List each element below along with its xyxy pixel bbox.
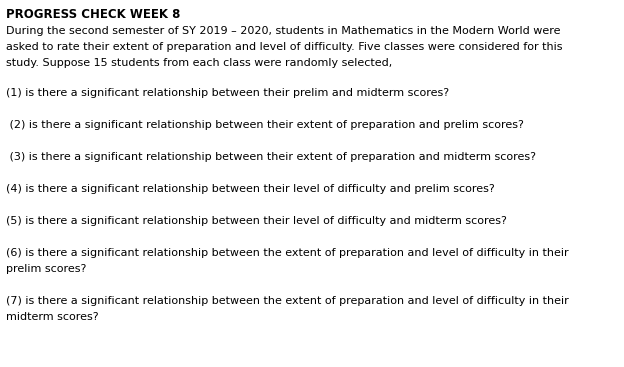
Text: (6) is there a significant relationship between the extent of preparation and le: (6) is there a significant relationship … [6, 248, 568, 258]
Text: During the second semester of SY 2019 – 2020, students in Mathematics in the Mod: During the second semester of SY 2019 – … [6, 26, 560, 36]
Text: (2) is there a significant relationship between their extent of preparation and : (2) is there a significant relationship … [6, 120, 524, 130]
Text: PROGRESS CHECK WEEK 8: PROGRESS CHECK WEEK 8 [6, 8, 180, 21]
Text: midterm scores?: midterm scores? [6, 312, 99, 322]
Text: (4) is there a significant relationship between their level of difficulty and pr: (4) is there a significant relationship … [6, 184, 495, 194]
Text: (3) is there a significant relationship between their extent of preparation and : (3) is there a significant relationship … [6, 152, 536, 162]
Text: (7) is there a significant relationship between the extent of preparation and le: (7) is there a significant relationship … [6, 296, 568, 306]
Text: (5) is there a significant relationship between their level of difficulty and mi: (5) is there a significant relationship … [6, 216, 507, 226]
Text: prelim scores?: prelim scores? [6, 264, 86, 274]
Text: (1) is there a significant relationship between their prelim and midterm scores?: (1) is there a significant relationship … [6, 88, 449, 98]
Text: asked to rate their extent of preparation and level of difficulty. Five classes : asked to rate their extent of preparatio… [6, 42, 562, 52]
Text: study. Suppose 15 students from each class were randomly selected,: study. Suppose 15 students from each cla… [6, 58, 392, 68]
